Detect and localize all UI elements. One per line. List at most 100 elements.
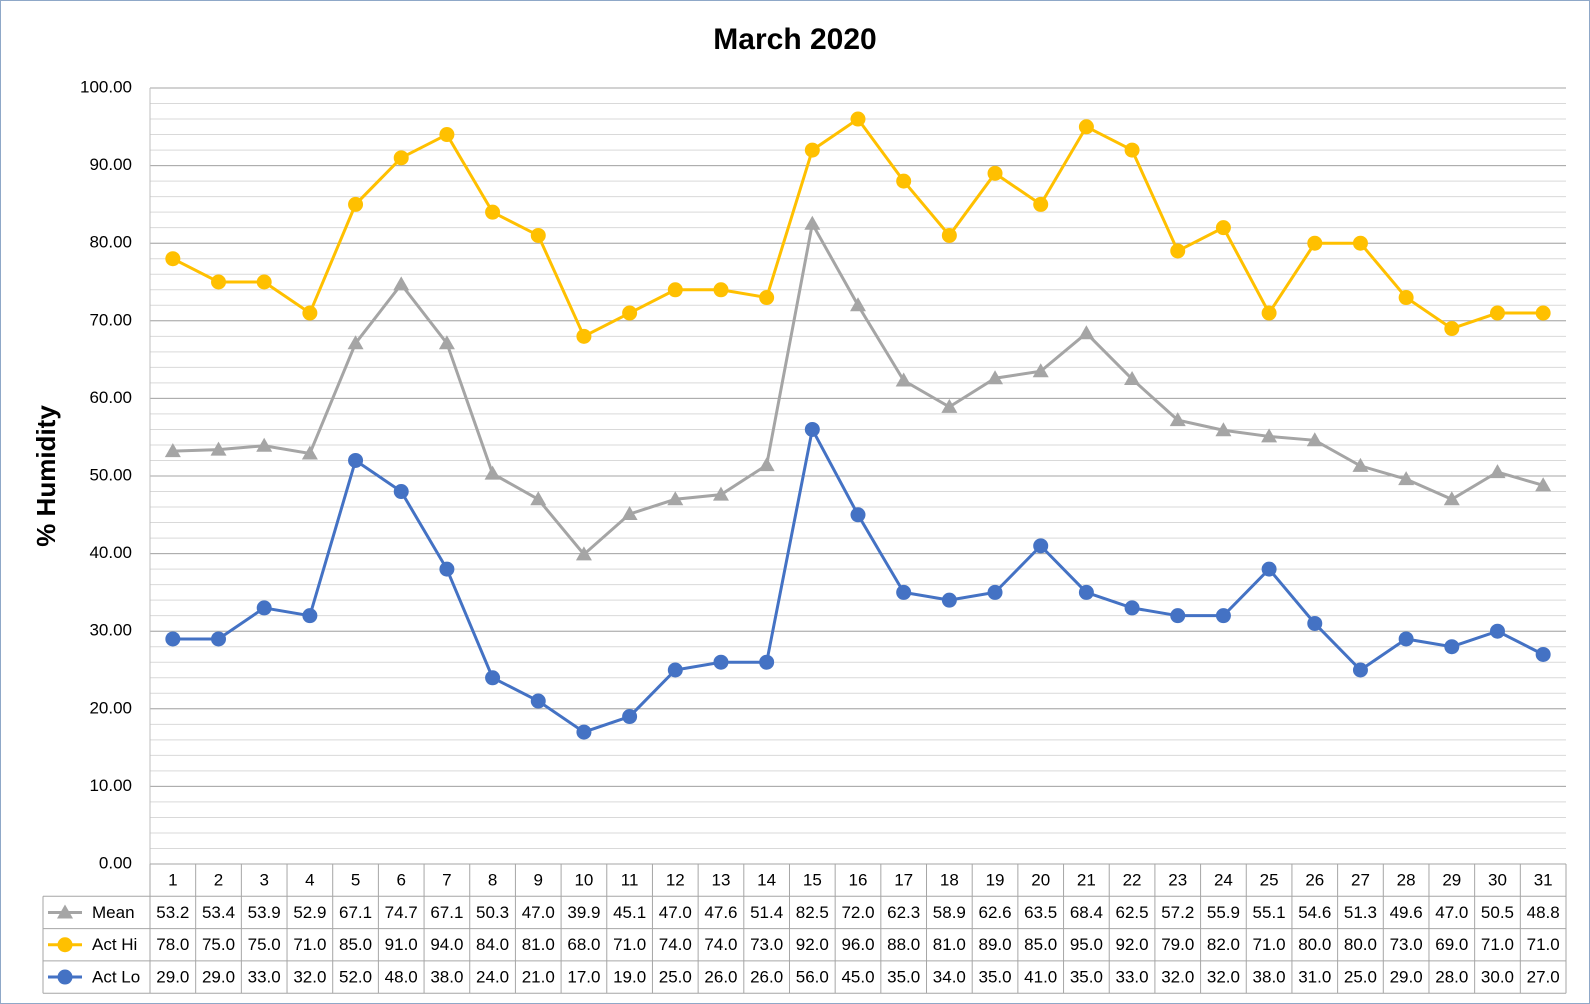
marker bbox=[1078, 119, 1094, 135]
marker bbox=[987, 584, 1003, 600]
table-cell: 35.0 bbox=[1070, 968, 1103, 987]
table-cell: 79.0 bbox=[1161, 935, 1194, 954]
marker bbox=[1352, 662, 1368, 678]
marker bbox=[576, 724, 592, 740]
table-cell: 51.4 bbox=[750, 903, 783, 922]
marker bbox=[1352, 457, 1369, 472]
marker bbox=[438, 335, 455, 350]
x-tick-label: 10 bbox=[574, 871, 593, 890]
x-tick-label: 14 bbox=[757, 871, 776, 890]
table-cell: 80.0 bbox=[1344, 935, 1377, 954]
table-cell: 35.0 bbox=[887, 968, 920, 987]
marker bbox=[439, 561, 455, 577]
table-cell: 96.0 bbox=[841, 935, 874, 954]
marker bbox=[1169, 412, 1186, 427]
table-cell: 32.0 bbox=[1207, 968, 1240, 987]
x-tick-label: 23 bbox=[1168, 871, 1187, 890]
x-tick-label: 15 bbox=[803, 871, 822, 890]
y-tick-label: 40.00 bbox=[89, 543, 132, 562]
marker bbox=[1033, 196, 1049, 212]
x-tick-label: 9 bbox=[534, 871, 543, 890]
marker bbox=[484, 465, 501, 480]
table-cell: 67.1 bbox=[339, 903, 372, 922]
y-tick-label: 0.00 bbox=[99, 853, 132, 872]
marker bbox=[164, 443, 181, 458]
marker bbox=[987, 370, 1004, 385]
marker bbox=[667, 662, 683, 678]
marker bbox=[530, 227, 546, 243]
table-cell: 62.6 bbox=[978, 903, 1011, 922]
legend-key-marker bbox=[57, 937, 73, 953]
marker bbox=[1489, 464, 1506, 479]
table-cell: 39.9 bbox=[567, 903, 600, 922]
table-cell: 31.0 bbox=[1298, 968, 1331, 987]
marker bbox=[621, 506, 638, 521]
x-tick-label: 17 bbox=[894, 871, 913, 890]
marker bbox=[256, 600, 272, 616]
marker bbox=[1124, 142, 1140, 158]
table-cell: 85.0 bbox=[1024, 935, 1057, 954]
marker bbox=[1444, 639, 1460, 655]
marker bbox=[804, 421, 820, 437]
marker bbox=[804, 142, 820, 158]
table-cell: 38.0 bbox=[1253, 968, 1286, 987]
x-tick-label: 30 bbox=[1488, 871, 1507, 890]
x-tick-label: 26 bbox=[1305, 871, 1324, 890]
marker bbox=[1170, 608, 1186, 624]
table-cell: 92.0 bbox=[1116, 935, 1149, 954]
table-cell: 26.0 bbox=[704, 968, 737, 987]
marker bbox=[575, 546, 592, 561]
table-cell: 33.0 bbox=[1116, 968, 1149, 987]
table-cell: 34.0 bbox=[933, 968, 966, 987]
marker bbox=[1398, 290, 1414, 306]
x-tick-label: 21 bbox=[1077, 871, 1096, 890]
legend-label: Mean bbox=[92, 903, 135, 922]
table-cell: 71.0 bbox=[1527, 935, 1560, 954]
marker bbox=[895, 372, 912, 387]
marker bbox=[1261, 305, 1277, 321]
x-tick-label: 8 bbox=[488, 871, 497, 890]
marker bbox=[759, 654, 775, 670]
table-cell: 92.0 bbox=[796, 935, 829, 954]
table-cell: 29.0 bbox=[156, 968, 189, 987]
y-tick-label: 100.00 bbox=[80, 77, 132, 96]
table-cell: 68.4 bbox=[1070, 903, 1103, 922]
marker bbox=[1215, 608, 1231, 624]
chart-title: March 2020 bbox=[713, 23, 876, 56]
x-tick-label: 20 bbox=[1031, 871, 1050, 890]
y-tick-label: 20.00 bbox=[89, 698, 132, 717]
table-cell: 48.0 bbox=[385, 968, 418, 987]
marker bbox=[1535, 305, 1551, 321]
marker bbox=[348, 452, 364, 468]
table-cell: 73.0 bbox=[1390, 935, 1423, 954]
table-cell: 72.0 bbox=[841, 903, 874, 922]
table-cell: 71.0 bbox=[293, 935, 326, 954]
table-cell: 32.0 bbox=[293, 968, 326, 987]
marker bbox=[850, 111, 866, 127]
marker bbox=[347, 335, 364, 350]
table-cell: 68.0 bbox=[567, 935, 600, 954]
table-cell: 71.0 bbox=[613, 935, 646, 954]
marker bbox=[210, 441, 227, 456]
marker bbox=[1535, 646, 1551, 662]
table-cell: 55.9 bbox=[1207, 903, 1240, 922]
x-tick-label: 27 bbox=[1351, 871, 1370, 890]
marker bbox=[301, 445, 318, 460]
table-cell: 54.6 bbox=[1298, 903, 1331, 922]
x-tick-label: 13 bbox=[712, 871, 731, 890]
table-cell: 35.0 bbox=[978, 968, 1011, 987]
marker bbox=[302, 608, 318, 624]
x-tick-label: 7 bbox=[442, 871, 451, 890]
table-cell: 50.5 bbox=[1481, 903, 1514, 922]
y-tick-label: 80.00 bbox=[89, 233, 132, 252]
marker bbox=[713, 654, 729, 670]
table-cell: 28.0 bbox=[1435, 968, 1468, 987]
x-tick-label: 25 bbox=[1260, 871, 1279, 890]
table-cell: 47.6 bbox=[704, 903, 737, 922]
marker bbox=[256, 274, 272, 290]
table-cell: 49.6 bbox=[1390, 903, 1423, 922]
table-cell: 74.7 bbox=[385, 903, 418, 922]
marker bbox=[941, 227, 957, 243]
marker bbox=[393, 276, 410, 291]
